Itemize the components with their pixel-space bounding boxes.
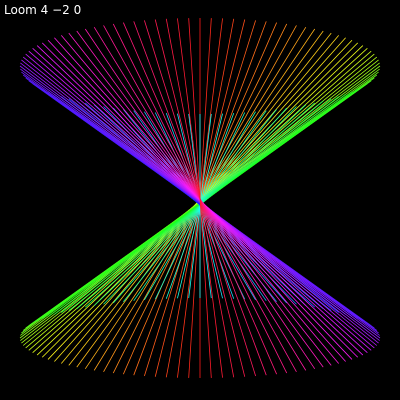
loom-title: Loom 4 −2 0 bbox=[4, 3, 82, 17]
loom-string bbox=[188, 18, 212, 378]
